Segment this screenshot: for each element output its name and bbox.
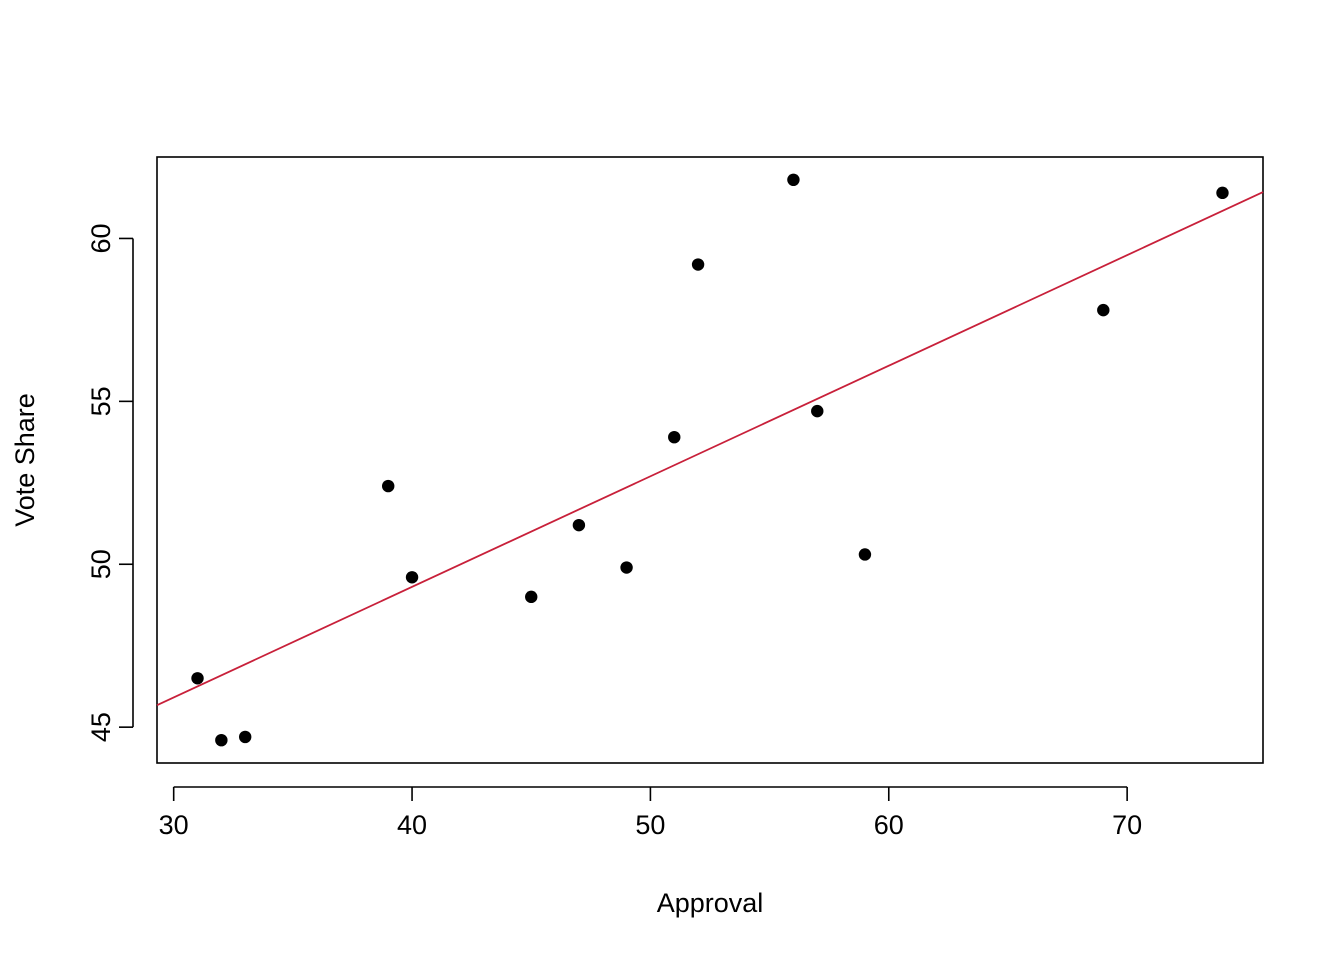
y-tick-label: 55 — [86, 386, 116, 416]
data-point — [1216, 186, 1229, 200]
y-tick-label: 60 — [86, 223, 116, 253]
x-axis: 30 40 50 60 70 — [159, 786, 1142, 840]
plot-area-frame — [156, 156, 1264, 764]
x-tick-label: 30 — [159, 810, 189, 840]
data-point — [668, 430, 681, 444]
y-tick-label: 45 — [86, 712, 116, 742]
x-tick-label: 50 — [635, 810, 665, 840]
x-axis-title: Approval — [657, 888, 764, 918]
x-tick-label: 70 — [1112, 810, 1142, 840]
data-point — [405, 571, 419, 584]
data-point — [858, 548, 872, 561]
data-points — [191, 173, 1229, 747]
x-tick-label: 40 — [397, 810, 427, 840]
data-point — [691, 258, 705, 271]
data-point — [620, 561, 633, 574]
regression-line — [156, 191, 1264, 707]
data-point — [1097, 303, 1110, 317]
y-axis-title: Vote Share — [10, 393, 40, 527]
data-point — [811, 404, 824, 418]
y-axis: 45 50 55 60 — [86, 223, 134, 742]
data-point — [525, 590, 538, 604]
y-tick-label: 50 — [86, 549, 116, 579]
data-point — [382, 479, 395, 493]
data-point — [191, 672, 204, 685]
data-point — [238, 730, 252, 744]
data-point — [572, 518, 586, 532]
data-point — [787, 173, 800, 187]
x-tick-label: 60 — [874, 810, 904, 840]
data-point — [215, 733, 228, 747]
fit-line-layer — [156, 191, 1264, 707]
